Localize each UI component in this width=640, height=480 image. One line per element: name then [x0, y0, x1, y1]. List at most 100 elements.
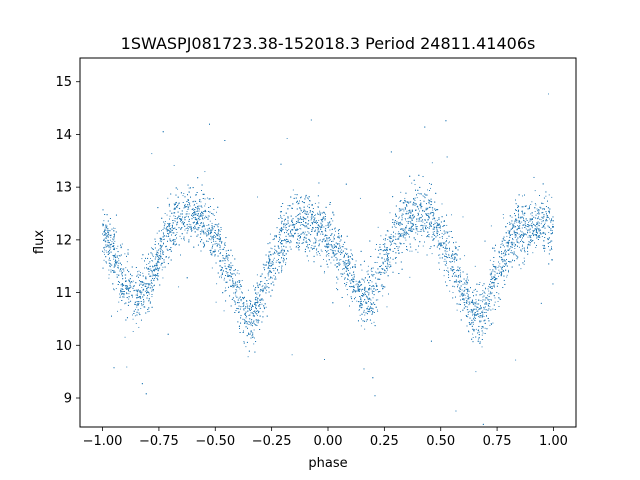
data-point — [128, 293, 130, 295]
data-point — [414, 184, 416, 185]
data-point — [500, 244, 502, 246]
data-point — [506, 276, 508, 278]
data-point — [357, 287, 359, 289]
data-point — [431, 253, 433, 255]
data-point — [537, 221, 539, 223]
data-point — [480, 300, 482, 302]
data-point — [507, 242, 509, 244]
data-point — [551, 225, 553, 227]
data-point — [452, 292, 454, 294]
data-point — [406, 220, 408, 222]
data-point — [285, 228, 287, 230]
data-point — [536, 213, 538, 215]
data-point — [488, 304, 489, 306]
data-point — [247, 289, 249, 291]
data-point — [134, 315, 136, 317]
data-point — [455, 247, 457, 249]
data-point — [184, 229, 186, 231]
data-point — [136, 289, 138, 291]
data-point — [475, 299, 477, 301]
data-point — [317, 231, 319, 233]
data-point — [386, 251, 388, 253]
data-point — [289, 235, 291, 237]
data-point — [488, 301, 490, 302]
data-point — [239, 288, 241, 290]
data-point — [512, 224, 514, 226]
data-point — [324, 270, 325, 272]
data-point — [215, 242, 217, 244]
data-point — [353, 276, 355, 278]
data-point — [302, 212, 304, 213]
data-point — [140, 308, 142, 309]
data-point — [232, 279, 234, 281]
data-point — [250, 322, 252, 324]
data-point — [323, 226, 325, 228]
data-point — [531, 201, 533, 203]
data-point — [432, 211, 434, 213]
data-point — [220, 228, 222, 230]
data-point — [395, 243, 397, 245]
data-point — [162, 232, 164, 234]
data-point — [368, 277, 370, 278]
data-point — [220, 260, 222, 262]
data-point — [278, 239, 280, 241]
data-point — [250, 303, 251, 305]
data-point — [416, 220, 418, 222]
data-point — [156, 232, 158, 234]
data-point — [466, 309, 468, 311]
data-point — [196, 207, 198, 209]
data-point — [103, 238, 105, 240]
data-point — [394, 225, 396, 227]
data-point — [449, 231, 451, 233]
data-point — [273, 257, 275, 259]
data-point — [460, 272, 461, 274]
data-point — [104, 246, 106, 248]
data-point — [204, 171, 206, 173]
data-point — [537, 224, 539, 226]
data-point — [281, 227, 283, 229]
data-point — [338, 265, 340, 266]
data-point — [482, 296, 484, 298]
data-point — [217, 238, 219, 240]
data-point — [381, 284, 383, 285]
data-point — [411, 250, 413, 252]
data-point — [330, 262, 332, 264]
data-point — [341, 275, 343, 277]
data-point — [332, 220, 334, 222]
data-point — [220, 252, 222, 253]
data-point — [482, 310, 484, 312]
data-point — [196, 213, 198, 215]
data-point — [232, 282, 234, 284]
data-point — [472, 323, 474, 325]
data-point — [258, 320, 260, 321]
data-point — [185, 213, 187, 215]
data-point — [103, 220, 105, 222]
data-point — [488, 290, 490, 292]
data-point — [243, 341, 245, 342]
data-point — [411, 182, 413, 184]
data-point — [219, 248, 221, 250]
data-point — [474, 317, 476, 319]
data-point — [332, 247, 334, 249]
data-point — [552, 223, 554, 225]
data-point — [420, 225, 422, 227]
data-point — [145, 283, 147, 284]
data-point — [161, 239, 163, 241]
data-point — [299, 228, 301, 230]
data-point — [551, 230, 553, 231]
data-point — [437, 235, 439, 237]
data-point — [253, 329, 255, 331]
data-point — [143, 302, 145, 304]
data-point — [120, 246, 122, 248]
data-point — [233, 292, 235, 294]
data-point — [332, 246, 334, 248]
data-point — [160, 250, 162, 252]
data-point — [273, 270, 275, 272]
data-point — [256, 293, 258, 295]
data-point — [487, 298, 489, 300]
data-point — [218, 243, 220, 245]
data-point — [121, 292, 123, 294]
data-point — [373, 285, 375, 287]
data-point — [297, 233, 299, 235]
data-point — [417, 192, 419, 194]
